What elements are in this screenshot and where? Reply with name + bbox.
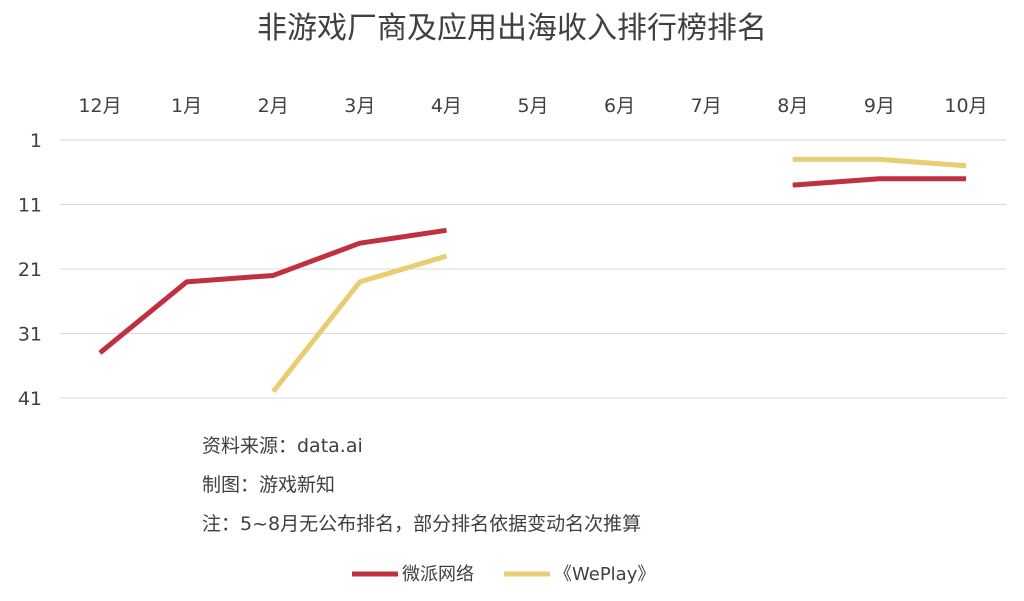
- x-tick-label: 7月: [691, 95, 722, 117]
- source-notes: 资料来源：data.ai 制图：游戏新知注：5~8月无公布排名，部分排名依据变动名…: [202, 435, 641, 535]
- data-point: [445, 255, 447, 257]
- data-point: [878, 158, 880, 160]
- chart-title: 非游戏厂商及应用出海收入排行榜排名: [257, 11, 767, 46]
- series-lines: [98, 156, 967, 394]
- legend: 微派网络 《WePlay》: [352, 564, 655, 585]
- x-tick-label: 4月: [431, 95, 462, 117]
- data-point: [792, 158, 794, 160]
- x-tick-label: 12月: [78, 95, 121, 117]
- x-tick-label: 3月: [344, 95, 375, 117]
- x-tick-label: 1月: [171, 95, 202, 117]
- y-tick-label: 1: [30, 130, 42, 152]
- note-line: 注：5~8月无公布排名，部分排名依据变动名次推算: [202, 513, 641, 535]
- data-point: [272, 391, 274, 393]
- data-point: [99, 352, 101, 354]
- y-tick-label: 11: [18, 195, 42, 217]
- series-line-segment: [98, 227, 447, 355]
- data-point: [359, 242, 361, 244]
- x-tick-label: 6月: [604, 95, 635, 117]
- y-tick-label: 31: [18, 324, 42, 346]
- note-line: 制图：游戏新知: [202, 474, 335, 496]
- x-tick-label: 2月: [258, 95, 289, 117]
- series-line-segment: [792, 156, 967, 169]
- series-2: [271, 156, 967, 394]
- x-tick-label: 10月: [944, 95, 987, 117]
- legend-label: 《WePlay》: [554, 564, 655, 585]
- series-1: [98, 176, 967, 355]
- x-tick-label: 5月: [517, 95, 548, 117]
- data-point: [186, 281, 188, 283]
- y-tick-label: 41: [18, 388, 42, 410]
- series-line-segment: [271, 253, 448, 394]
- x-tick-label: 8月: [777, 95, 808, 117]
- data-point: [965, 178, 967, 180]
- note-line: 资料来源：data.ai: [202, 435, 363, 457]
- data-point: [878, 178, 880, 180]
- data-point: [359, 281, 361, 283]
- data-point: [965, 165, 967, 167]
- series-line-segment: [792, 176, 966, 188]
- y-tick-label: 21: [18, 259, 42, 281]
- x-axis-tick-labels: 12月 1月 2月 3月 4月 5月 6月 7月 8月 9月 10月: [78, 95, 987, 117]
- data-point: [272, 274, 274, 276]
- data-point: [445, 229, 447, 231]
- x-tick-label: 9月: [864, 95, 895, 117]
- grid-lines: [60, 139, 1006, 399]
- legend-label: 微派网络: [402, 564, 474, 585]
- data-point: [792, 184, 794, 186]
